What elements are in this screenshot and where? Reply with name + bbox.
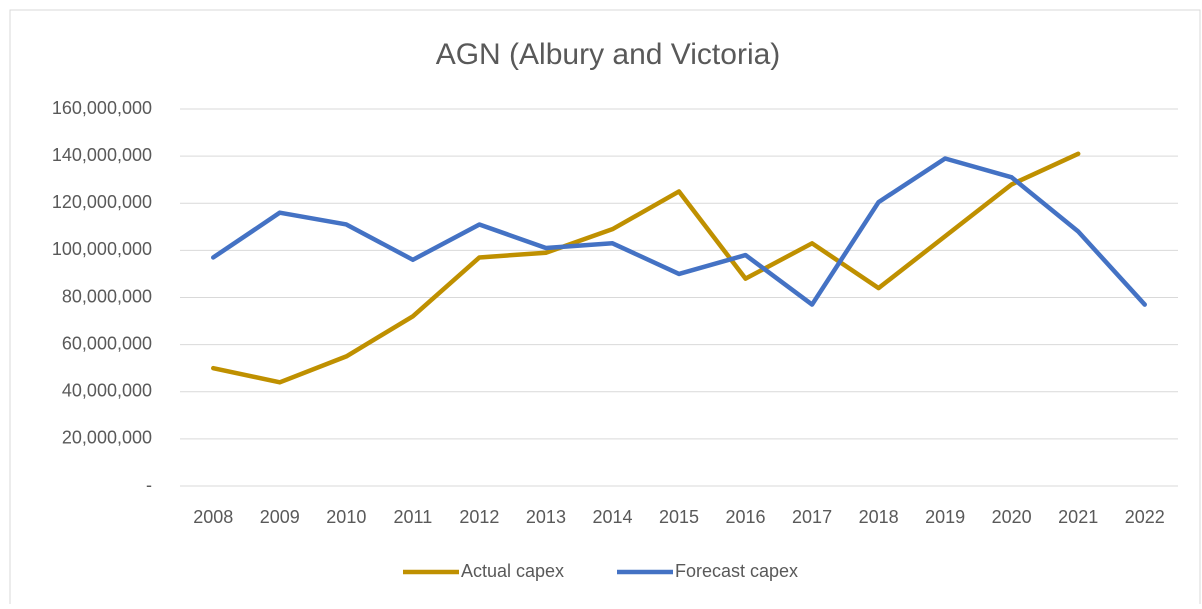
y-tick-label: - — [146, 475, 152, 495]
legend-label: Forecast capex — [675, 561, 798, 581]
x-tick-label: 2016 — [726, 507, 766, 527]
x-tick-label: 2008 — [193, 507, 233, 527]
x-tick-label: 2013 — [526, 507, 566, 527]
y-tick-label: 160,000,000 — [52, 98, 152, 118]
series-line — [211, 151, 1081, 385]
y-tick-label: 40,000,000 — [62, 381, 152, 401]
y-tick-label: 20,000,000 — [62, 428, 152, 448]
legend-label: Actual capex — [461, 561, 564, 581]
x-tick-label: 2019 — [925, 507, 965, 527]
series-line — [211, 156, 1147, 307]
x-tick-label: 2015 — [659, 507, 699, 527]
y-tick-label: 80,000,000 — [62, 286, 152, 306]
chart-title: AGN (Albury and Victoria) — [436, 38, 781, 71]
y-tick-label: 100,000,000 — [52, 239, 152, 259]
x-tick-label: 2012 — [459, 507, 499, 527]
x-tick-label: 2010 — [326, 507, 366, 527]
x-tick-label: 2017 — [792, 507, 832, 527]
x-tick-label: 2022 — [1125, 507, 1165, 527]
x-tick-label: 2018 — [859, 507, 899, 527]
x-tick-label: 2020 — [992, 507, 1032, 527]
x-tick-label: 2009 — [260, 507, 300, 527]
x-tick-label: 2014 — [592, 507, 632, 527]
y-tick-label: 140,000,000 — [52, 145, 152, 165]
y-tick-label: 120,000,000 — [52, 192, 152, 212]
chart-frame — [9, 9, 1201, 609]
y-tick-label: 60,000,000 — [62, 333, 152, 353]
x-tick-label: 2021 — [1058, 507, 1098, 527]
x-tick-label: 2011 — [394, 507, 433, 527]
